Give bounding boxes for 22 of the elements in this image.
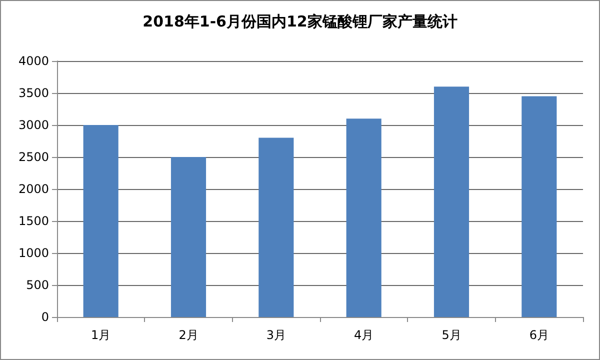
bar	[258, 138, 294, 317]
y-tick-label: 4000	[18, 54, 49, 68]
x-tick-label: 2月	[178, 328, 198, 342]
bar	[346, 118, 382, 317]
x-tick-label: 1月	[91, 328, 111, 342]
y-tick-label: 500	[26, 278, 49, 292]
x-tick-label: 6月	[529, 328, 549, 342]
bar	[522, 96, 557, 317]
y-tick-label: 0	[41, 310, 49, 324]
y-tick-label: 1500	[18, 214, 49, 228]
y-tick-label: 3500	[18, 86, 49, 100]
y-tick-label: 1000	[18, 246, 49, 260]
y-tick-label: 2500	[18, 150, 49, 164]
x-tick-label: 4月	[354, 328, 374, 342]
x-tick-label: 5月	[442, 328, 462, 342]
bar	[83, 125, 118, 317]
bar	[170, 157, 206, 317]
y-tick-label: 3000	[18, 118, 49, 132]
chart-title: 2018年1-6月份国内12家锰酸锂厂家产量统计	[142, 12, 458, 30]
bar	[434, 86, 470, 317]
y-tick-label: 2000	[18, 182, 49, 196]
x-tick-label: 3月	[266, 328, 286, 342]
